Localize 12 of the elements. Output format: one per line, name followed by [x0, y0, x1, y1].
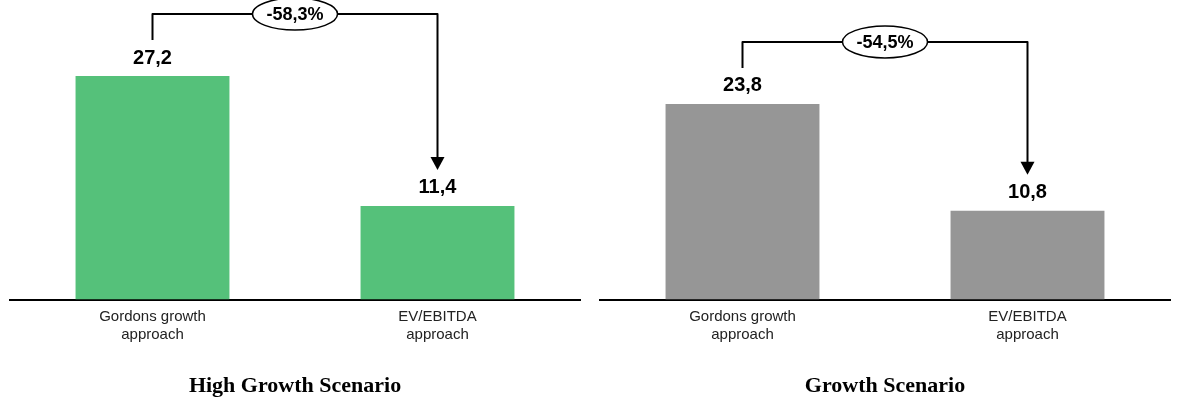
- x-tick-label: Gordons growth approach: [99, 306, 206, 342]
- data-label: 23,8: [723, 73, 762, 96]
- x-axis-title: High Growth Scenario: [188, 372, 402, 398]
- text: -58,3%: [266, 3, 324, 24]
- x-tick-label: Gordons growth approach: [689, 306, 796, 342]
- x-tick-label: EV/EBITDA approach: [988, 306, 1067, 342]
- text: -54,5%: [856, 31, 914, 52]
- data-label: 10,8: [1008, 180, 1047, 203]
- data-label: 11,4: [418, 175, 458, 198]
- data-label: 27,2: [133, 45, 172, 68]
- x-axis-title: Growth Scenario: [804, 372, 966, 398]
- x-tick-label: EV/EBITDA approach: [398, 306, 477, 342]
